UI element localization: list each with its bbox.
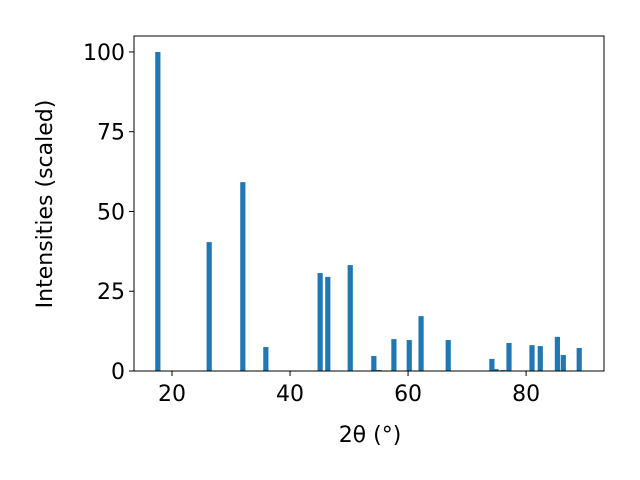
bar xyxy=(529,345,535,371)
bar xyxy=(445,340,451,371)
x-tick-label: 20 xyxy=(158,382,186,407)
bar xyxy=(554,336,560,371)
bar xyxy=(155,51,161,371)
bar xyxy=(263,347,269,371)
x-tick-label: 40 xyxy=(276,382,304,407)
bar xyxy=(576,348,582,371)
bar xyxy=(240,182,246,371)
bar xyxy=(537,346,543,371)
x-tick-label: 60 xyxy=(394,382,422,407)
x-tick-label: 80 xyxy=(512,382,540,407)
bar xyxy=(489,358,495,371)
y-tick-label: 100 xyxy=(83,41,125,66)
bar xyxy=(493,369,499,371)
y-tick-label: 75 xyxy=(97,121,125,146)
bar xyxy=(418,316,424,371)
bar xyxy=(406,340,412,371)
y-tick-label: 50 xyxy=(97,200,125,225)
bar xyxy=(317,273,323,371)
bar xyxy=(325,276,331,371)
y-axis-label: Intensities (scaled) xyxy=(33,100,58,309)
y-tick-label: 25 xyxy=(97,280,125,305)
bar xyxy=(391,339,397,371)
bar xyxy=(506,342,512,371)
plot-frame xyxy=(133,35,605,372)
bar xyxy=(206,242,212,371)
y-tick-label: 0 xyxy=(111,360,125,385)
bar xyxy=(347,265,353,371)
bar xyxy=(560,355,566,371)
x-axis-label: 2θ (°) xyxy=(339,423,402,448)
bar xyxy=(371,356,377,371)
